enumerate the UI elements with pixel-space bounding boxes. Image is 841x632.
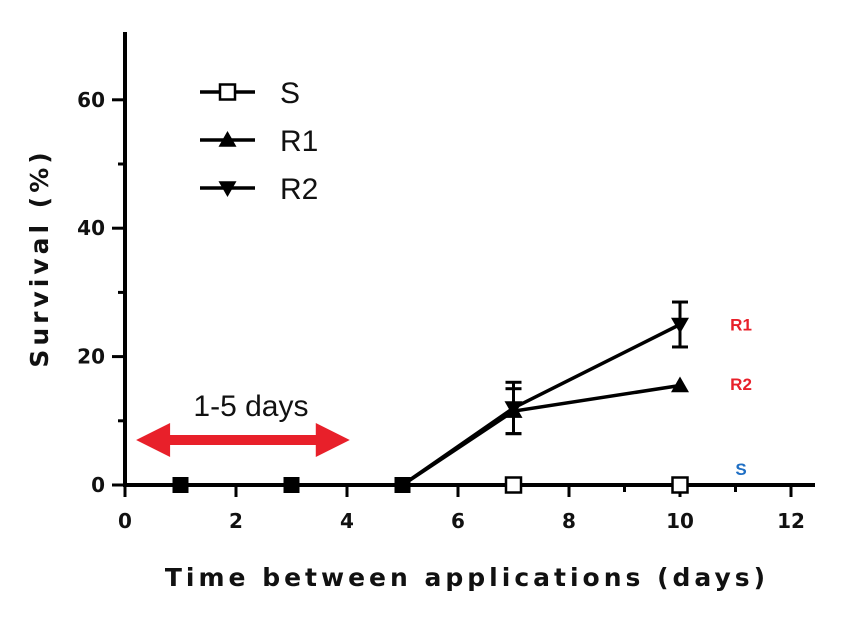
y-tick-label: 60	[77, 88, 105, 112]
x-axis-title: Time between applications (days)	[165, 563, 769, 592]
legend-marker-r2	[218, 181, 237, 197]
legend: S R1 R2	[200, 77, 318, 206]
series-annotations: R1 R2 S	[730, 316, 752, 479]
data-point-s	[172, 477, 189, 493]
x-tick-label: 12	[777, 509, 805, 533]
y-tick-label: 20	[77, 345, 105, 369]
data-point-s	[671, 476, 689, 494]
x-tick-label: 6	[451, 509, 465, 533]
x-tick-label: 8	[562, 509, 576, 533]
data-markers	[172, 317, 689, 494]
data-point-s	[504, 476, 523, 494]
data-point-s	[394, 477, 411, 493]
legend-marker-r1	[218, 131, 237, 147]
annotation-r2: R2	[730, 375, 752, 394]
data-point-r2	[671, 317, 689, 334]
data-point-r2	[504, 401, 523, 417]
legend-marker-s	[218, 83, 237, 101]
legend-label-r1: R1	[280, 125, 318, 158]
x-tick-label: 4	[340, 509, 354, 533]
y-axis-title: Survival (%)	[25, 148, 54, 367]
annotation-r1: R1	[730, 316, 752, 335]
x-axis-ticks: 0 2 4 6 8 10 12	[118, 485, 805, 533]
annotation-s: S	[735, 460, 746, 479]
y-tick-label: 40	[77, 216, 105, 240]
legend-label-r2: R2	[280, 173, 318, 206]
range-arrow: 1-5 days	[136, 390, 350, 458]
x-tick-label: 10	[666, 509, 694, 533]
y-tick-label: 0	[91, 473, 105, 497]
x-tick-label: 2	[229, 509, 243, 533]
range-arrow-label: 1-5 days	[193, 390, 308, 423]
y-axis-ticks: 0 20 40 60	[77, 88, 125, 497]
range-arrow-left-head	[136, 423, 171, 458]
range-arrow-right-head	[315, 423, 350, 458]
legend-label-s: S	[280, 77, 300, 110]
x-tick-label: 0	[118, 509, 132, 533]
data-point-r1	[671, 376, 689, 393]
data-point-s	[283, 477, 300, 493]
